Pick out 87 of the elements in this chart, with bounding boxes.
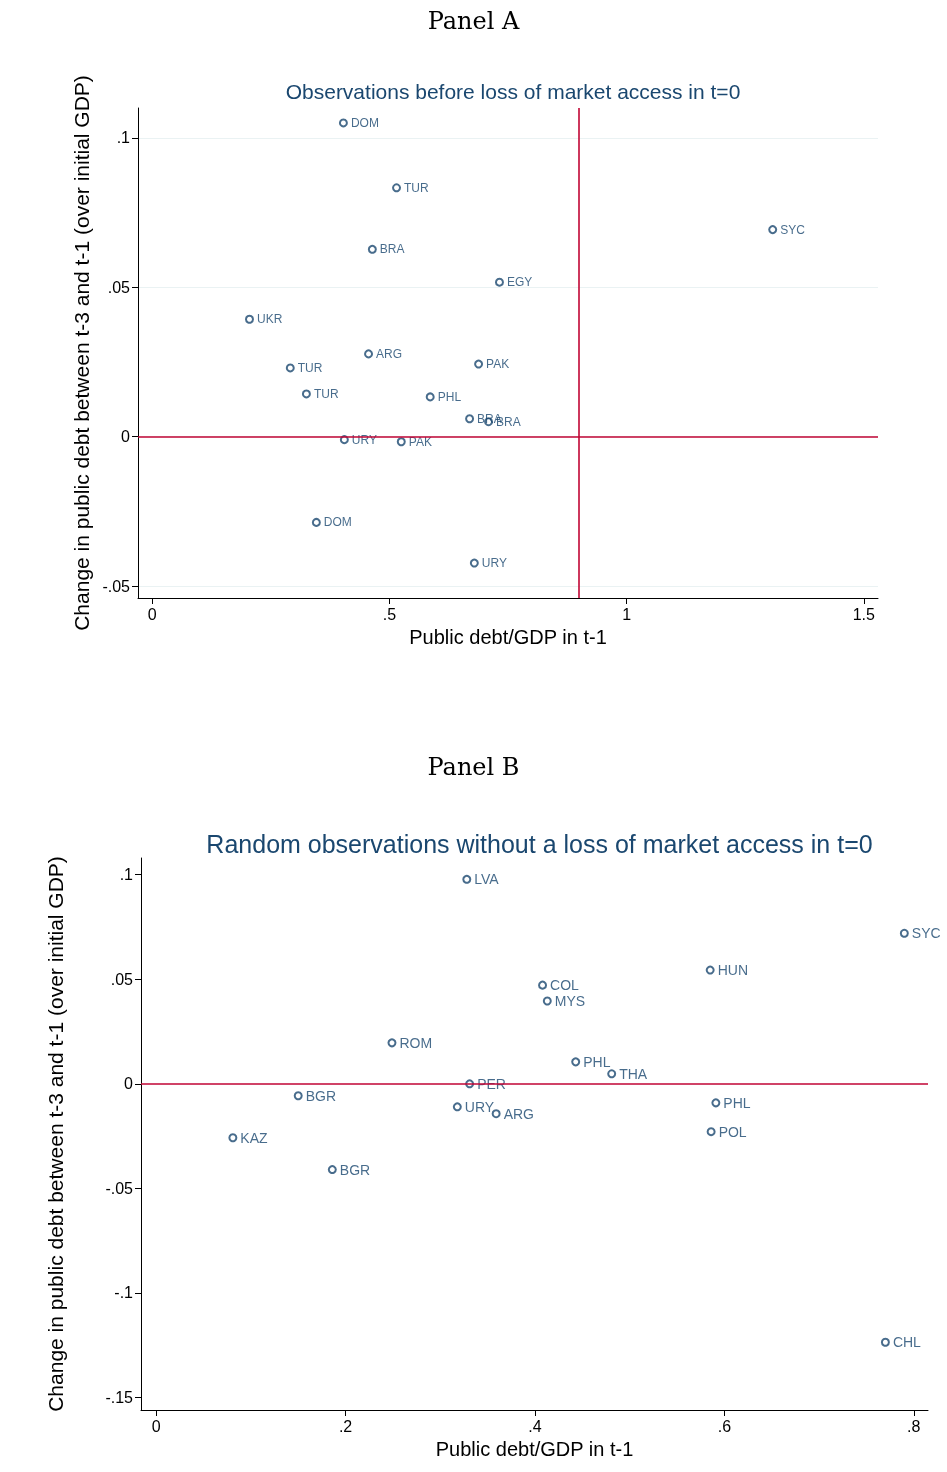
point	[327, 1165, 337, 1175]
point	[364, 349, 374, 359]
chart-subtitle: Observations before loss of market access in t=0	[285, 80, 741, 103]
data-label: PHL	[437, 389, 462, 404]
data-label: PHL	[583, 1053, 611, 1070]
point	[285, 363, 295, 373]
point	[465, 414, 475, 424]
chart-subtitle: Random observations without a loss of market access in t=0	[206, 829, 873, 858]
point	[494, 277, 504, 287]
data-label: COL	[550, 977, 580, 994]
data-label: PAK	[486, 357, 510, 372]
chart-title: Panel B	[427, 753, 520, 781]
point	[462, 874, 472, 884]
y-tick-label: .1	[119, 866, 134, 884]
x-tick-label: .5	[382, 605, 397, 623]
data-label: MYS	[554, 993, 586, 1010]
y-tick-label: -.05	[102, 577, 131, 595]
point	[338, 118, 348, 128]
point	[538, 980, 548, 990]
data-label: SYC	[911, 925, 941, 942]
data-label: KAZ	[240, 1129, 269, 1146]
y-tick-label: .05	[110, 970, 134, 988]
data-label: LVA	[474, 871, 500, 888]
data-label: DOM	[323, 515, 352, 530]
x-tick-label: 0	[151, 1417, 161, 1435]
data-label: DOM	[350, 115, 379, 130]
point	[899, 928, 909, 938]
point	[474, 359, 484, 369]
point	[452, 1102, 462, 1112]
point	[706, 1127, 716, 1137]
x-tick-label: 1	[622, 605, 632, 623]
x-tick-label: 0	[147, 605, 157, 623]
point	[392, 183, 402, 193]
point	[293, 1091, 303, 1101]
point	[542, 996, 552, 1006]
data-label: ROM	[399, 1034, 433, 1051]
x-tick-label: .6	[717, 1417, 732, 1435]
data-label: ARG	[503, 1105, 534, 1122]
y-tick-label: 0	[124, 1075, 134, 1093]
data-label: POL	[718, 1123, 747, 1140]
point	[880, 1337, 890, 1347]
data-label: THA	[619, 1065, 648, 1082]
data-label: CHL	[892, 1334, 922, 1351]
point	[301, 389, 311, 399]
x-axis-title: Public debt/GDP in t-1	[435, 1437, 634, 1460]
data-label: SYC	[780, 222, 806, 237]
data-label: HUN	[717, 962, 749, 979]
y-tick-label: -.05	[105, 1179, 134, 1197]
x-tick-label: .4	[528, 1417, 542, 1435]
point	[607, 1069, 617, 1079]
data-label: BGR	[305, 1087, 337, 1104]
y-tick-label: .1	[116, 129, 131, 147]
y-tick-label: 0	[121, 428, 131, 446]
point	[425, 392, 435, 402]
point	[768, 225, 778, 235]
data-label: PHL	[723, 1094, 751, 1111]
point	[228, 1133, 238, 1143]
x-tick-label: .8	[907, 1417, 921, 1435]
data-label: ARG	[376, 346, 403, 361]
point	[571, 1057, 581, 1067]
x-tick-label: 1.5	[852, 605, 875, 623]
x-tick-label: .2	[338, 1417, 353, 1435]
data-label: URY	[481, 556, 507, 571]
point	[311, 517, 321, 527]
point	[367, 244, 377, 254]
y-tick-label: .05	[107, 278, 131, 296]
y-tick-label: -.15	[105, 1388, 134, 1406]
data-label: BRA	[379, 242, 405, 257]
point	[396, 437, 406, 447]
point	[469, 558, 479, 568]
data-label: TUR	[313, 386, 339, 401]
x-axis-title: Public debt/GDP in t-1	[409, 625, 607, 648]
data-label: TUR	[404, 180, 430, 195]
point	[387, 1038, 397, 1048]
point	[244, 314, 254, 324]
data-label: EGY	[506, 275, 533, 290]
y-axis-title: Change in public debt between t-3 and t-1 (over initial GDP)	[69, 75, 93, 631]
y-axis-title: Change in public debt between t-3 and t-1 (over initial GDP)	[44, 856, 67, 1412]
point	[711, 1098, 721, 1108]
data-label: BGR	[339, 1161, 371, 1178]
data-label: PAK	[408, 434, 432, 449]
y-tick-label: -.1	[114, 1284, 134, 1302]
data-label: UKR	[256, 312, 283, 327]
data-label: TUR	[297, 360, 323, 375]
point	[705, 965, 715, 975]
chart-title: Panel A	[427, 7, 520, 35]
data-label: URY	[464, 1098, 495, 1115]
